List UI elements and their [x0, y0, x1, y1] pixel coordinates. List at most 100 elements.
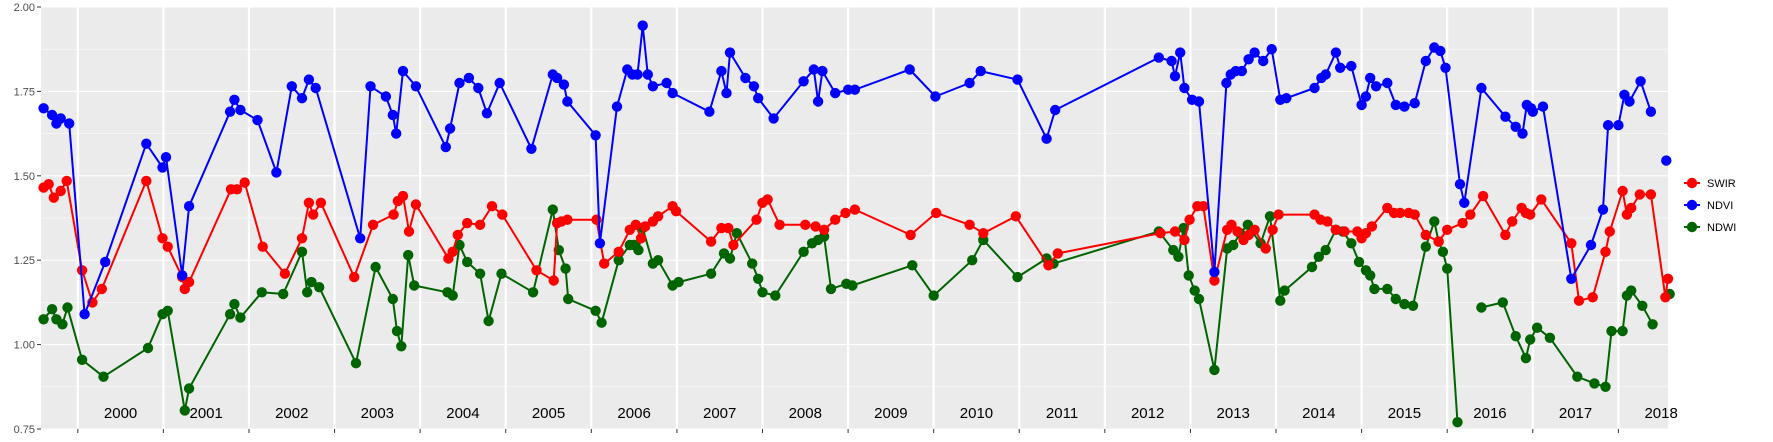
data-point: [302, 287, 313, 298]
data-point: [310, 82, 321, 94]
data-point: [551, 72, 563, 84]
data-point: [1409, 98, 1420, 109]
data-point: [548, 275, 559, 286]
data-point: [613, 255, 624, 266]
data-point: [562, 96, 573, 107]
year-label: 2002: [275, 405, 308, 422]
data-point: [1500, 229, 1511, 241]
data-point: [830, 214, 841, 225]
data-point: [1264, 211, 1276, 222]
data-point: [594, 238, 606, 249]
data-point: [1052, 248, 1064, 259]
data-point: [1275, 295, 1286, 306]
data-point: [1477, 190, 1489, 202]
data-point: [928, 290, 939, 301]
data-point: [633, 244, 644, 256]
data-point: [1459, 197, 1470, 208]
data-point: [1600, 381, 1611, 392]
data-point: [1626, 285, 1637, 296]
data-point: [818, 224, 830, 235]
data-point: [1440, 62, 1451, 73]
data-point: [1184, 214, 1195, 225]
data-point: [286, 81, 297, 92]
data-point: [365, 81, 376, 92]
data-point: [497, 209, 508, 220]
data-point: [447, 246, 458, 257]
data-point: [1232, 226, 1243, 237]
data-point: [76, 354, 88, 365]
data-point: [1407, 300, 1419, 311]
data-point: [55, 185, 66, 197]
data-point: [444, 123, 456, 134]
data-point: [409, 280, 420, 291]
y-tick-label: 1.00: [14, 340, 35, 352]
data-point: [1520, 352, 1532, 364]
data-point: [1635, 76, 1646, 87]
data-point: [817, 65, 828, 77]
data-point: [474, 268, 486, 279]
data-point: [1429, 216, 1440, 227]
data-point: [1221, 77, 1232, 89]
data-point: [1382, 77, 1393, 89]
data-point: [1243, 54, 1254, 65]
data-point: [355, 233, 366, 244]
data-point: [599, 258, 610, 269]
data-point: [904, 64, 915, 75]
year-label: 2000: [104, 405, 137, 422]
year-label: 2015: [1388, 405, 1421, 422]
data-point: [447, 290, 458, 301]
data-point: [239, 177, 250, 188]
data-point: [1339, 226, 1350, 237]
year-label: 2010: [960, 405, 993, 422]
data-point: [1536, 194, 1547, 205]
data-point: [1320, 244, 1331, 256]
data-point: [1179, 234, 1190, 246]
data-point: [560, 263, 571, 274]
legend-key-point: [1686, 177, 1698, 189]
year-label: 2009: [874, 405, 907, 422]
data-point: [1330, 224, 1342, 235]
data-point: [1012, 74, 1023, 85]
data-point: [1476, 82, 1487, 94]
data-point: [931, 207, 942, 219]
data-point: [43, 179, 54, 190]
data-point: [410, 81, 422, 92]
data-point: [753, 93, 764, 104]
data-point: [440, 141, 451, 153]
data-point: [930, 91, 941, 102]
data-point: [808, 64, 819, 75]
data-point: [1587, 292, 1598, 303]
y-tick-label: 1.25: [14, 255, 35, 267]
data-point: [380, 91, 392, 102]
data-point: [1193, 96, 1205, 107]
year-label: 2016: [1473, 405, 1506, 422]
data-point: [1330, 47, 1342, 58]
data-point: [229, 298, 240, 310]
data-point: [1183, 270, 1194, 281]
data-point: [350, 358, 362, 369]
data-point: [591, 214, 602, 225]
data-point: [1356, 99, 1367, 111]
data-point: [1585, 239, 1597, 251]
data-point: [1209, 266, 1220, 278]
data-point: [728, 239, 739, 251]
data-point: [1457, 217, 1468, 229]
data-point: [1012, 271, 1023, 283]
data-point: [1420, 241, 1432, 252]
data-point: [978, 228, 989, 239]
data-point: [613, 246, 624, 257]
data-point: [670, 206, 682, 217]
data-point: [1602, 120, 1614, 131]
data-point: [762, 194, 773, 205]
data-point: [1500, 111, 1511, 122]
data-point: [964, 219, 975, 230]
data-point: [1209, 275, 1220, 286]
data-point: [547, 204, 558, 215]
data-point: [1169, 226, 1181, 237]
data-point: [562, 214, 573, 225]
data-point: [1566, 238, 1577, 249]
data-point: [1226, 219, 1237, 230]
data-point: [1365, 270, 1376, 281]
data-point: [632, 69, 643, 80]
data-point: [1597, 204, 1609, 215]
